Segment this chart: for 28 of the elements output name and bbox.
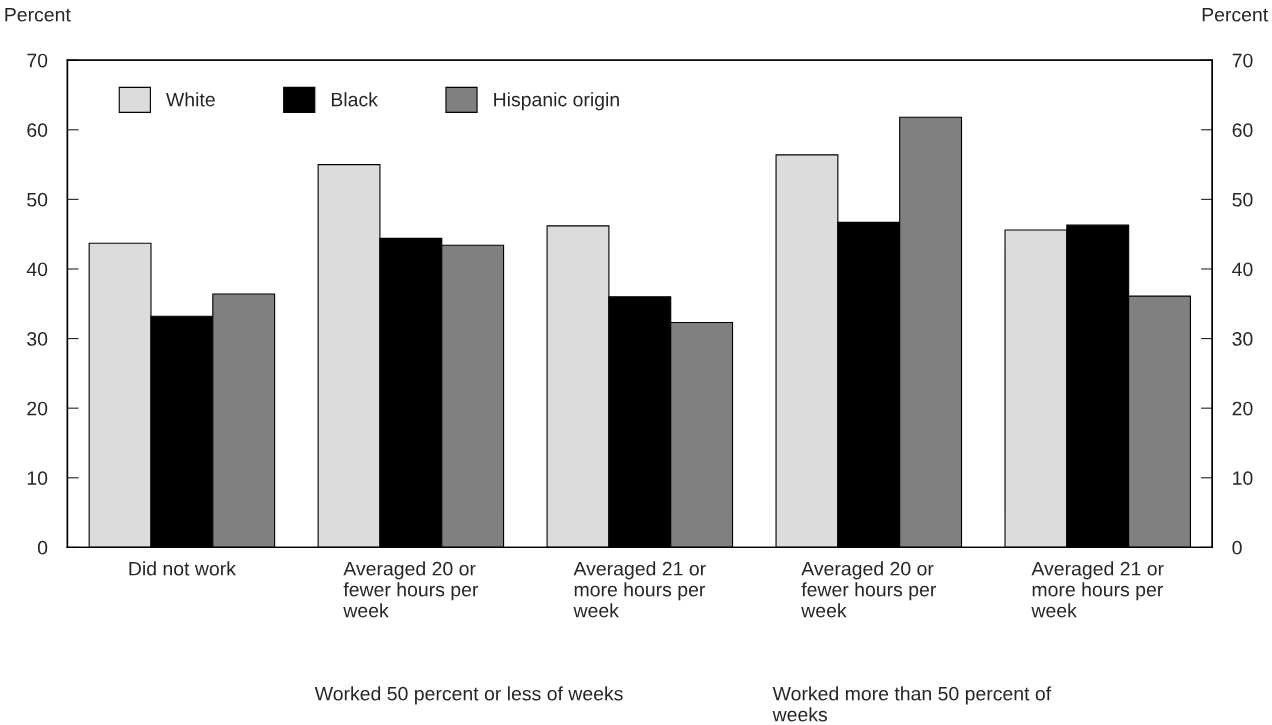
x-tick-label: Did not work (129, 561, 236, 576)
y2-tick-label: 30 (1232, 332, 1253, 346)
y-tick-label: 10 (27, 471, 48, 486)
y2-axis-title: Percent (1202, 7, 1269, 22)
text: Worked more than 50 percent of weeks (772, 686, 1052, 722)
y-tick-label: 20 (27, 401, 48, 416)
legend-label: Hispanic origin (494, 92, 619, 111)
y2-tick-label: 50 (1232, 192, 1253, 207)
x-tick-label: Averaged 21 or more hours per week (1031, 561, 1164, 618)
y2-tick-label: 10 (1233, 471, 1253, 486)
y-axis-title: Percent (5, 7, 71, 22)
y-tick-label: 30 (27, 332, 48, 346)
legend-label: Black (331, 92, 378, 107)
y-tick-label: 60 (27, 123, 48, 138)
x-tick-label: Averaged 21 or more hours per week (573, 561, 706, 618)
text: Worked 50 percent or less of weeks (314, 686, 623, 705)
y2-tick-label: 40 (1232, 262, 1253, 277)
legend-label: White (166, 92, 215, 107)
y2-tick-label: 60 (1232, 123, 1253, 138)
y2-tick-label: 70 (1232, 53, 1253, 68)
y-tick-label: 70 (27, 53, 48, 68)
y-tick-label: 40 (26, 262, 48, 277)
y2-tick-label: 0 (1232, 540, 1242, 555)
y-tick-label: 0 (37, 540, 48, 555)
x-tick-label: Averaged 20 or fewer hours per week (343, 561, 479, 618)
y-tick-label: 50 (27, 192, 48, 207)
y2-tick-label: 20 (1232, 401, 1253, 416)
x-tick-label: Averaged 20 or fewer hours per week (801, 561, 937, 618)
